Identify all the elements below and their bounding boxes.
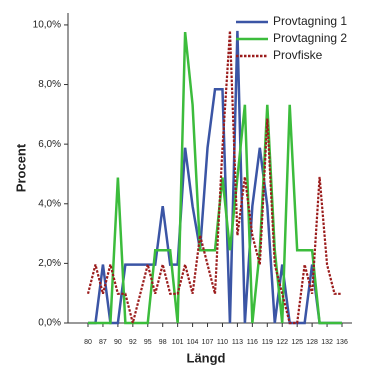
x-tick-label: 110 — [217, 339, 228, 346]
x-tick-label: 113 — [232, 339, 243, 346]
y-tick-label: 0,0% — [38, 318, 61, 329]
x-tick-label: 104 — [187, 339, 199, 346]
x-tick-label: 125 — [291, 339, 303, 346]
x-tick-label: 80 — [84, 339, 92, 346]
y-tick-label: 2,0% — [38, 258, 61, 269]
series-line — [88, 31, 342, 325]
legend-label: Provtagning 2 — [273, 31, 347, 45]
x-tick-label: 132 — [321, 339, 333, 346]
y-tick-label: 4,0% — [38, 198, 61, 209]
x-tick-label: 136 — [336, 339, 348, 346]
y-tick-label: 6,0% — [38, 139, 61, 150]
series-line — [88, 30, 342, 325]
x-tick-label: 107 — [202, 339, 214, 346]
x-tick-label: 95 — [144, 339, 152, 346]
y-axis-title: Procent — [13, 143, 28, 192]
x-tick-label: 101 — [172, 339, 184, 346]
x-tick-label: 122 — [276, 339, 288, 346]
y-tick-label: 8,0% — [38, 79, 61, 90]
x-axis-title: Längd — [187, 350, 226, 365]
series-line — [86, 30, 342, 325]
x-tick-label: 119 — [262, 339, 273, 346]
x-tick-label: 116 — [247, 339, 258, 346]
x-tick-label: 128 — [306, 339, 318, 346]
x-tick-label: 92 — [129, 339, 137, 346]
legend-label: Provtagning 1 — [273, 14, 347, 28]
x-tick-label: 98 — [159, 339, 167, 346]
x-tick-label: 90 — [114, 339, 122, 346]
y-tick-label: 10,0% — [33, 20, 61, 31]
x-tick-label: 87 — [99, 339, 107, 346]
legend-label: Provfiske — [273, 48, 323, 62]
